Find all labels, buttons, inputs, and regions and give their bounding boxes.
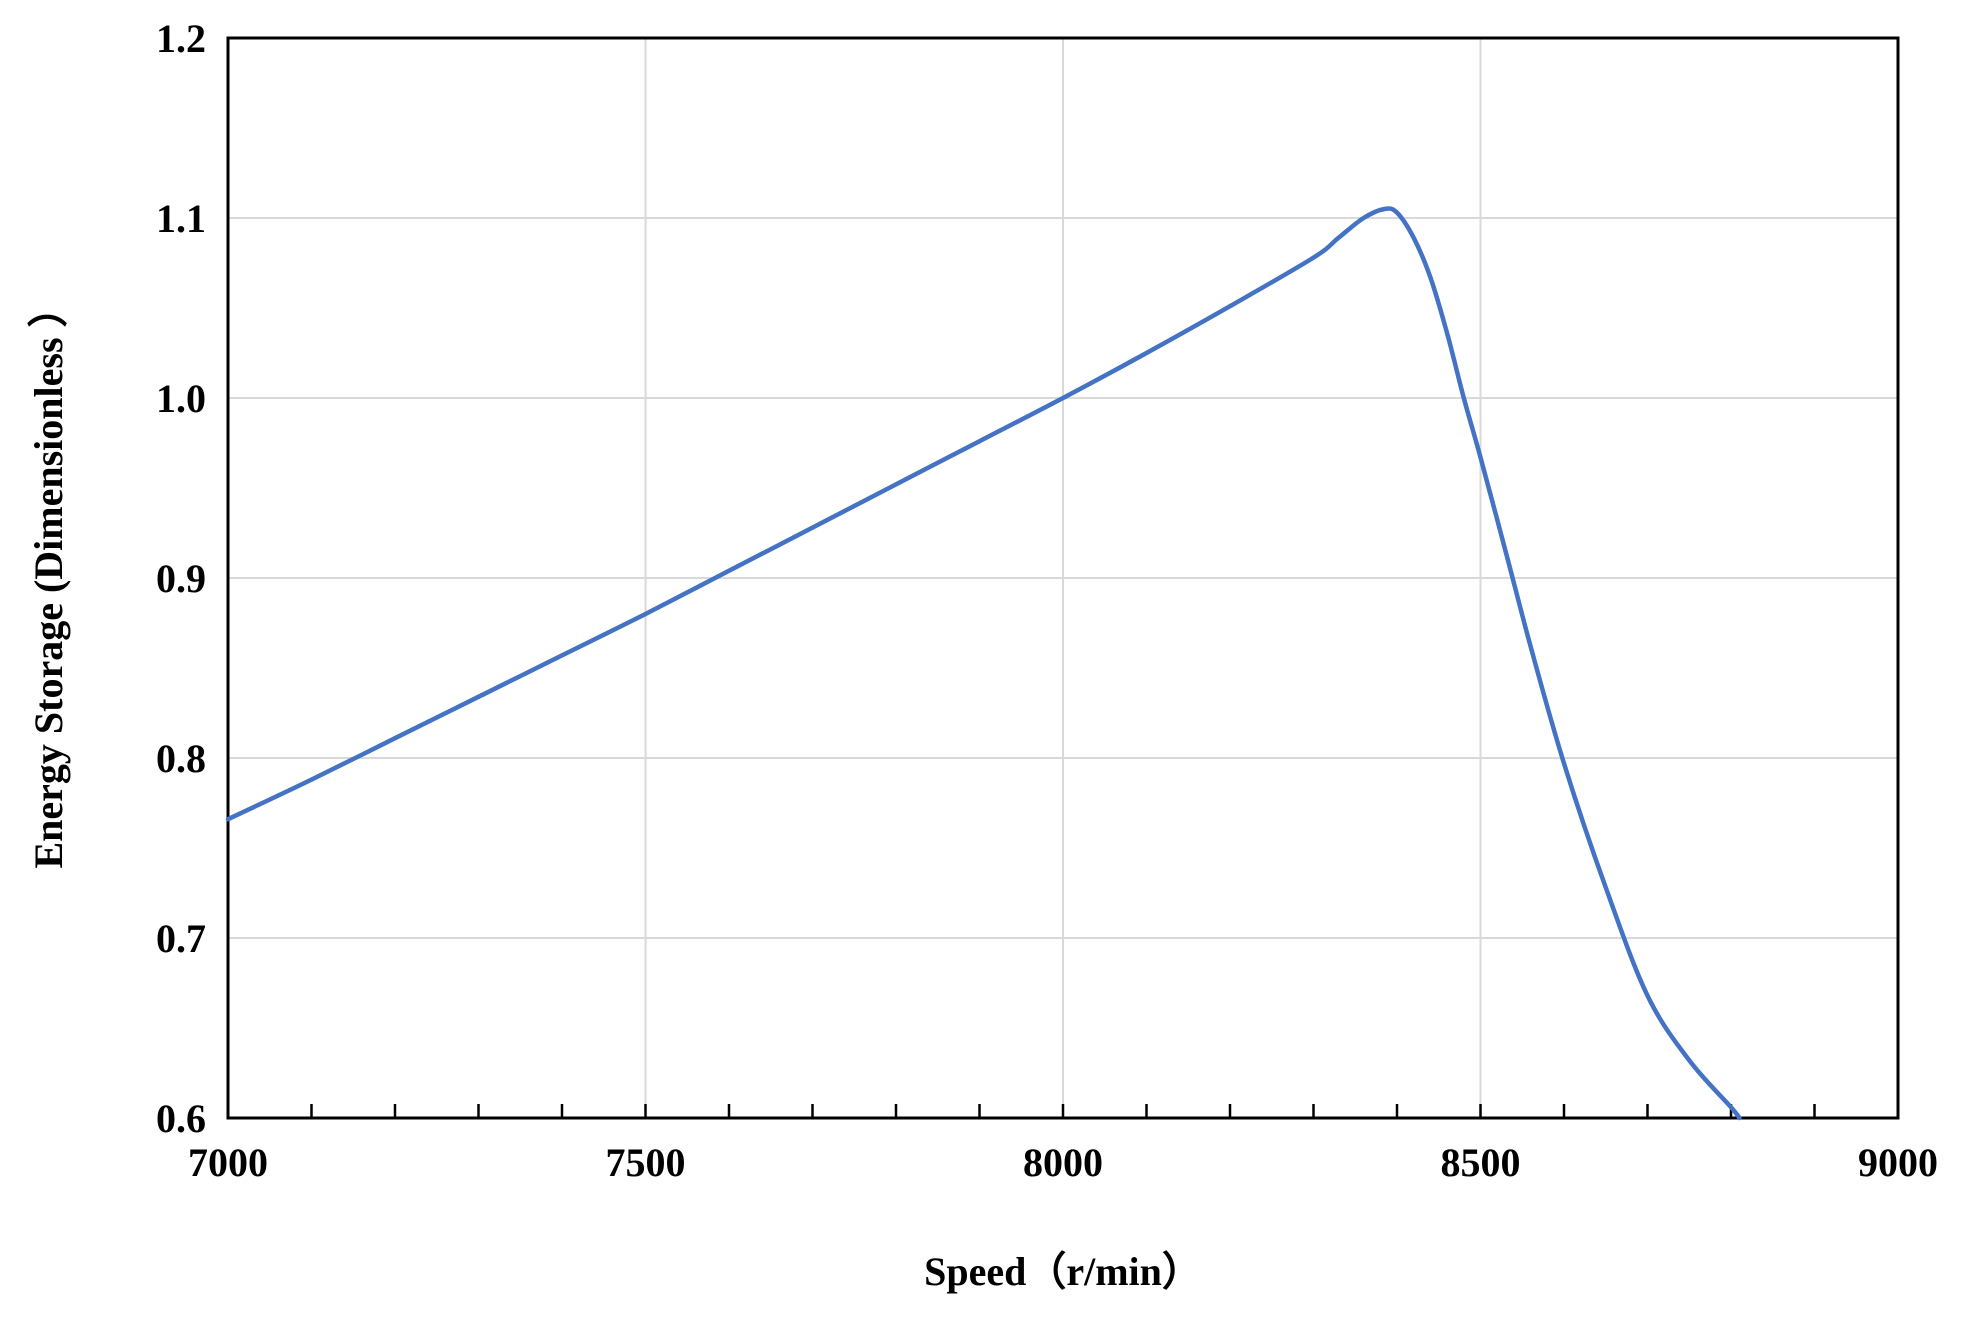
- x-axis-ticks: [310, 1104, 1816, 1118]
- x-tick-label: 7500: [606, 1140, 686, 1185]
- y-tick-label: 1.2: [156, 16, 206, 61]
- series-layer: [225, 206, 1742, 1121]
- x-tick-label: 8000: [1023, 1140, 1103, 1185]
- y-axis-title: Energy Storage (Dimensionless ）: [26, 287, 71, 868]
- x-axis-title: Speed（r/min）: [924, 1249, 1202, 1294]
- y-axis-tick-labels: 0.6 0.7 0.8 0.9 1.0 1.1 1.2: [156, 16, 206, 1141]
- x-axis-tick-labels: 7000 7500 8000 8500 9000: [188, 1140, 1938, 1185]
- y-tick-label: 0.7: [156, 916, 206, 961]
- gridlines: [228, 38, 1898, 1118]
- y-tick-label: 0.6: [156, 1096, 206, 1141]
- y-tick-label: 0.9: [156, 556, 206, 601]
- x-tick-label: 8500: [1441, 1140, 1521, 1185]
- x-tick-label: 7000: [188, 1140, 268, 1185]
- y-tick-label: 1.1: [156, 196, 206, 241]
- x-tick-label: 9000: [1858, 1140, 1938, 1185]
- y-tick-label: 1.0: [156, 376, 206, 421]
- y-tick-label: 0.8: [156, 736, 206, 781]
- series-line: [225, 206, 1742, 1121]
